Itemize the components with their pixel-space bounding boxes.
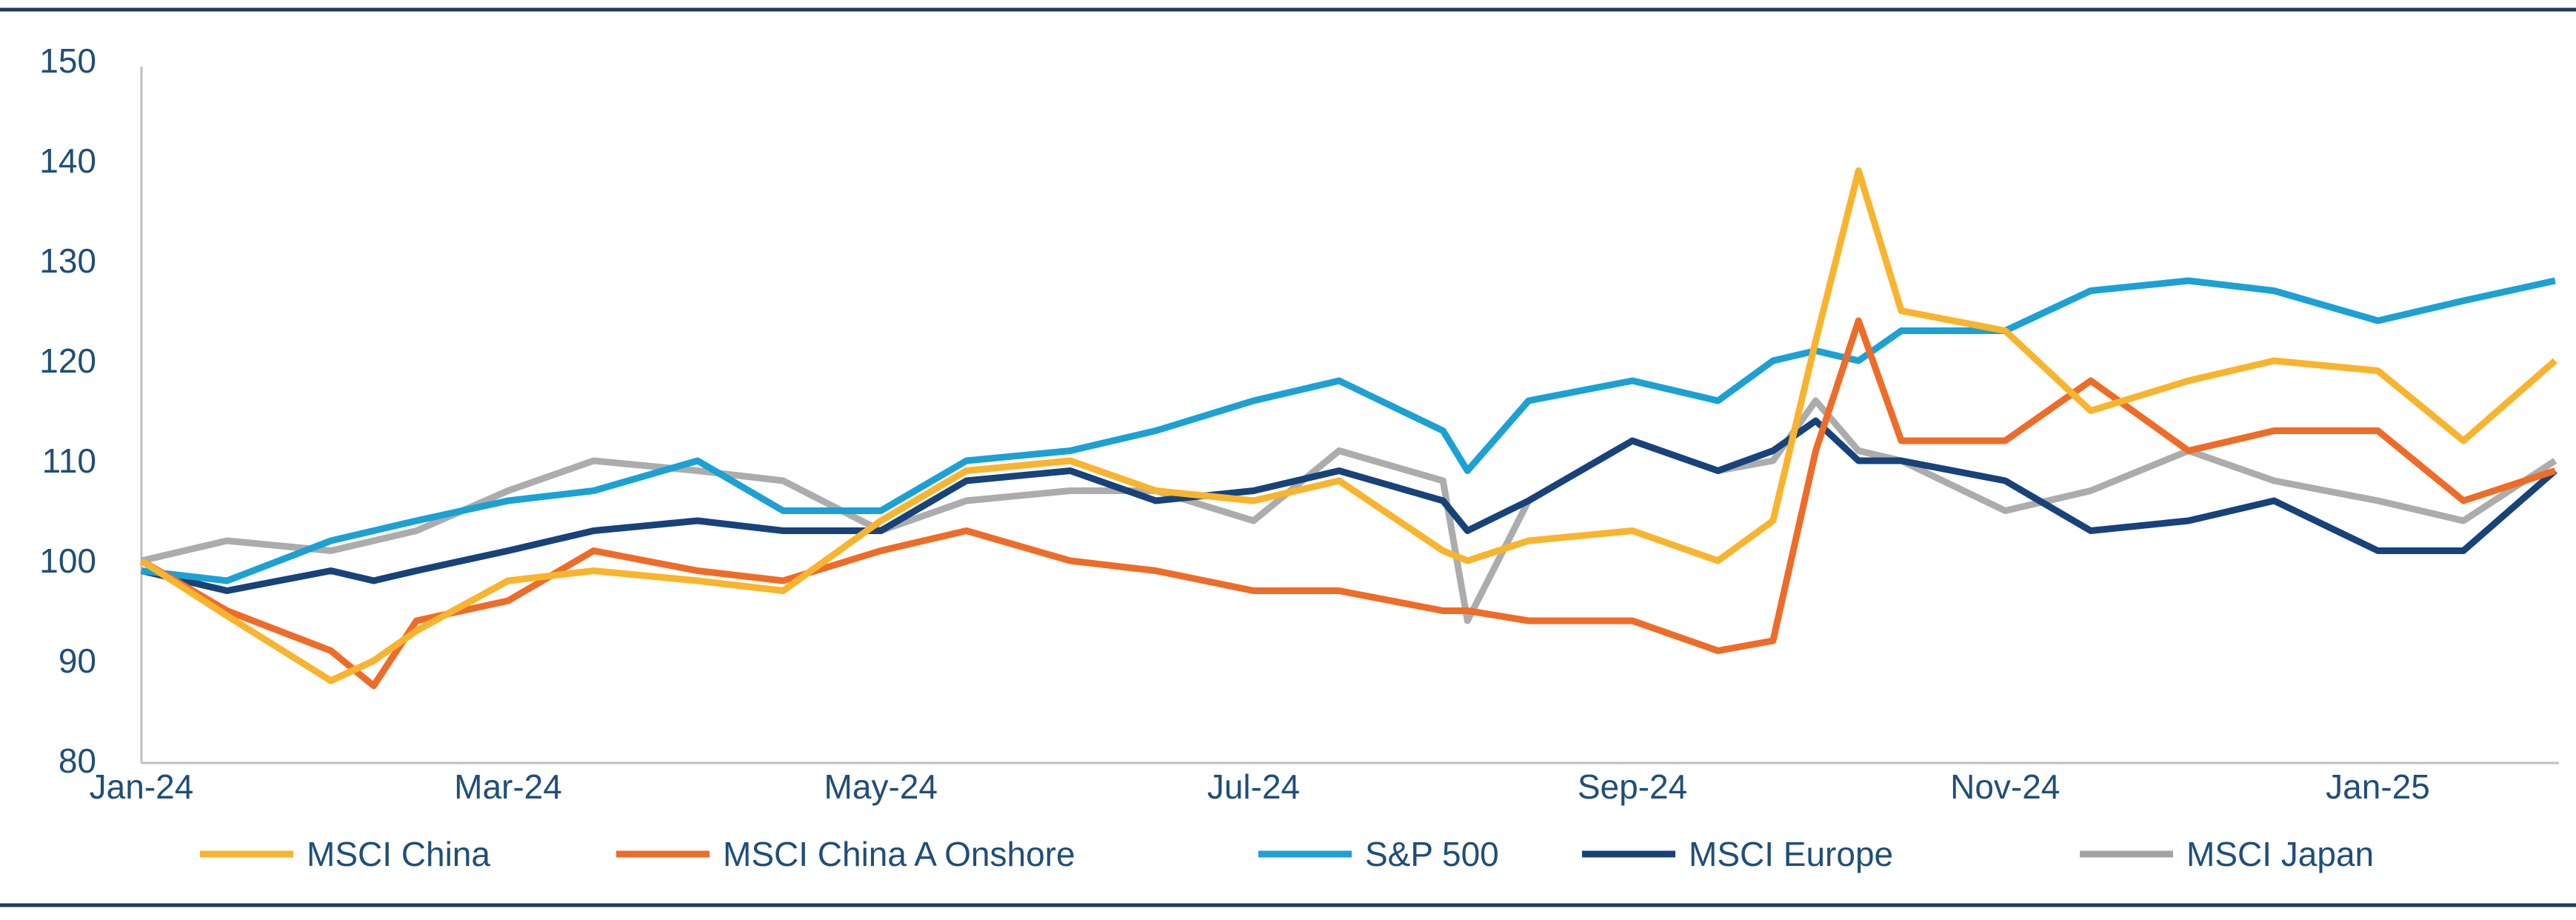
series-line-msci-china-a-onshore (139, 317, 2557, 690)
x-tick-label: May-24 (824, 767, 938, 806)
series-line-msci-china (139, 167, 2557, 684)
y-tick-label: 140 (39, 141, 96, 180)
x-tick-label: Jul-24 (1207, 767, 1300, 806)
legend-item: MSCI Japan (2080, 835, 2374, 873)
y-tick-label: 90 (59, 641, 96, 680)
y-tick-label: 80 (59, 741, 96, 780)
legend-label: MSCI China A Onshore (723, 835, 1075, 873)
legend-label: MSCI Europe (1689, 835, 1893, 873)
y-tick-label: 100 (39, 541, 96, 580)
legend-item: MSCI China (200, 835, 490, 873)
series-line-s-p-500 (141, 277, 2556, 584)
series-line-msci-japan (140, 397, 2557, 624)
legend-label: MSCI Japan (2186, 835, 2374, 873)
legend-item: MSCI China A Onshore (616, 835, 1075, 873)
x-tick-label: Jan-25 (2326, 767, 2430, 806)
series-line-msci-europe (140, 417, 2557, 594)
x-tick-label: Mar-24 (454, 767, 562, 806)
y-tick-label: 110 (42, 441, 96, 480)
x-tick-label: Sep-24 (1578, 767, 1687, 806)
x-tick-label: Jan-24 (90, 767, 194, 806)
legend-item: MSCI Europe (1582, 835, 1893, 873)
x-tick-label: Nov-24 (1950, 767, 2060, 806)
legend-item: S&P 500 (1258, 835, 1499, 873)
y-tick-label: 150 (39, 41, 96, 80)
legend-label: MSCI China (307, 835, 490, 873)
legend-label: S&P 500 (1365, 835, 1499, 873)
y-tick-label: 130 (39, 241, 96, 280)
y-tick-label: 120 (39, 341, 96, 380)
